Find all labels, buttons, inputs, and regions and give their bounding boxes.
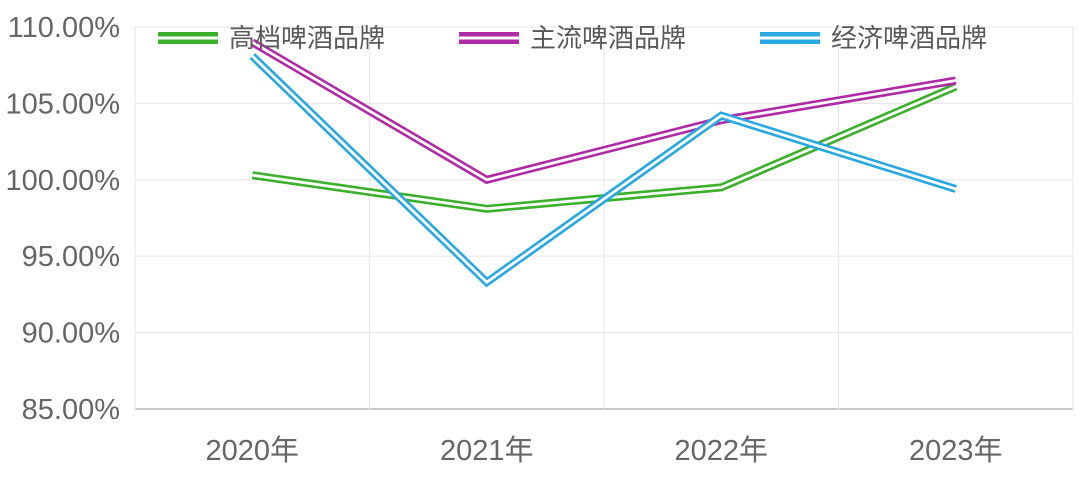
series-line-stripe-economy: [251, 54, 957, 285]
legend-line-swatch-economy: [760, 32, 821, 44]
legend-line-swatch-mainstream: [459, 32, 520, 44]
x-tick-label: 2021年: [440, 434, 534, 467]
legend-item-economy: 经济啤酒品牌: [760, 22, 987, 54]
series-line-stripe-mainstream: [251, 41, 957, 182]
y-tick-label: 95.00%: [22, 241, 120, 273]
legend-label-premium: 高档啤酒品牌: [229, 23, 386, 53]
x-tick-label: 2023年: [909, 434, 1003, 467]
y-tick-label: 90.00%: [22, 318, 120, 350]
legend-item-mainstream: 主流啤酒品牌: [459, 22, 686, 54]
legend-label-economy: 经济啤酒品牌: [831, 23, 988, 53]
chart-legend: 高档啤酒品牌 主流啤酒品牌 经济啤酒品牌: [158, 22, 987, 54]
legend-label-mainstream: 主流啤酒品牌: [530, 23, 687, 53]
x-tick-label: 2022年: [674, 434, 768, 467]
y-tick-label: 105.00%: [6, 88, 121, 120]
y-tick-label: 110.00%: [8, 12, 120, 44]
legend-line-swatch-premium: [158, 32, 218, 44]
y-tick-label: 85.00%: [22, 394, 120, 426]
legend-item-premium: 高档啤酒品牌: [158, 22, 385, 54]
x-tick-label: 2020年: [205, 434, 299, 467]
y-tick-label: 100.00%: [6, 165, 121, 197]
